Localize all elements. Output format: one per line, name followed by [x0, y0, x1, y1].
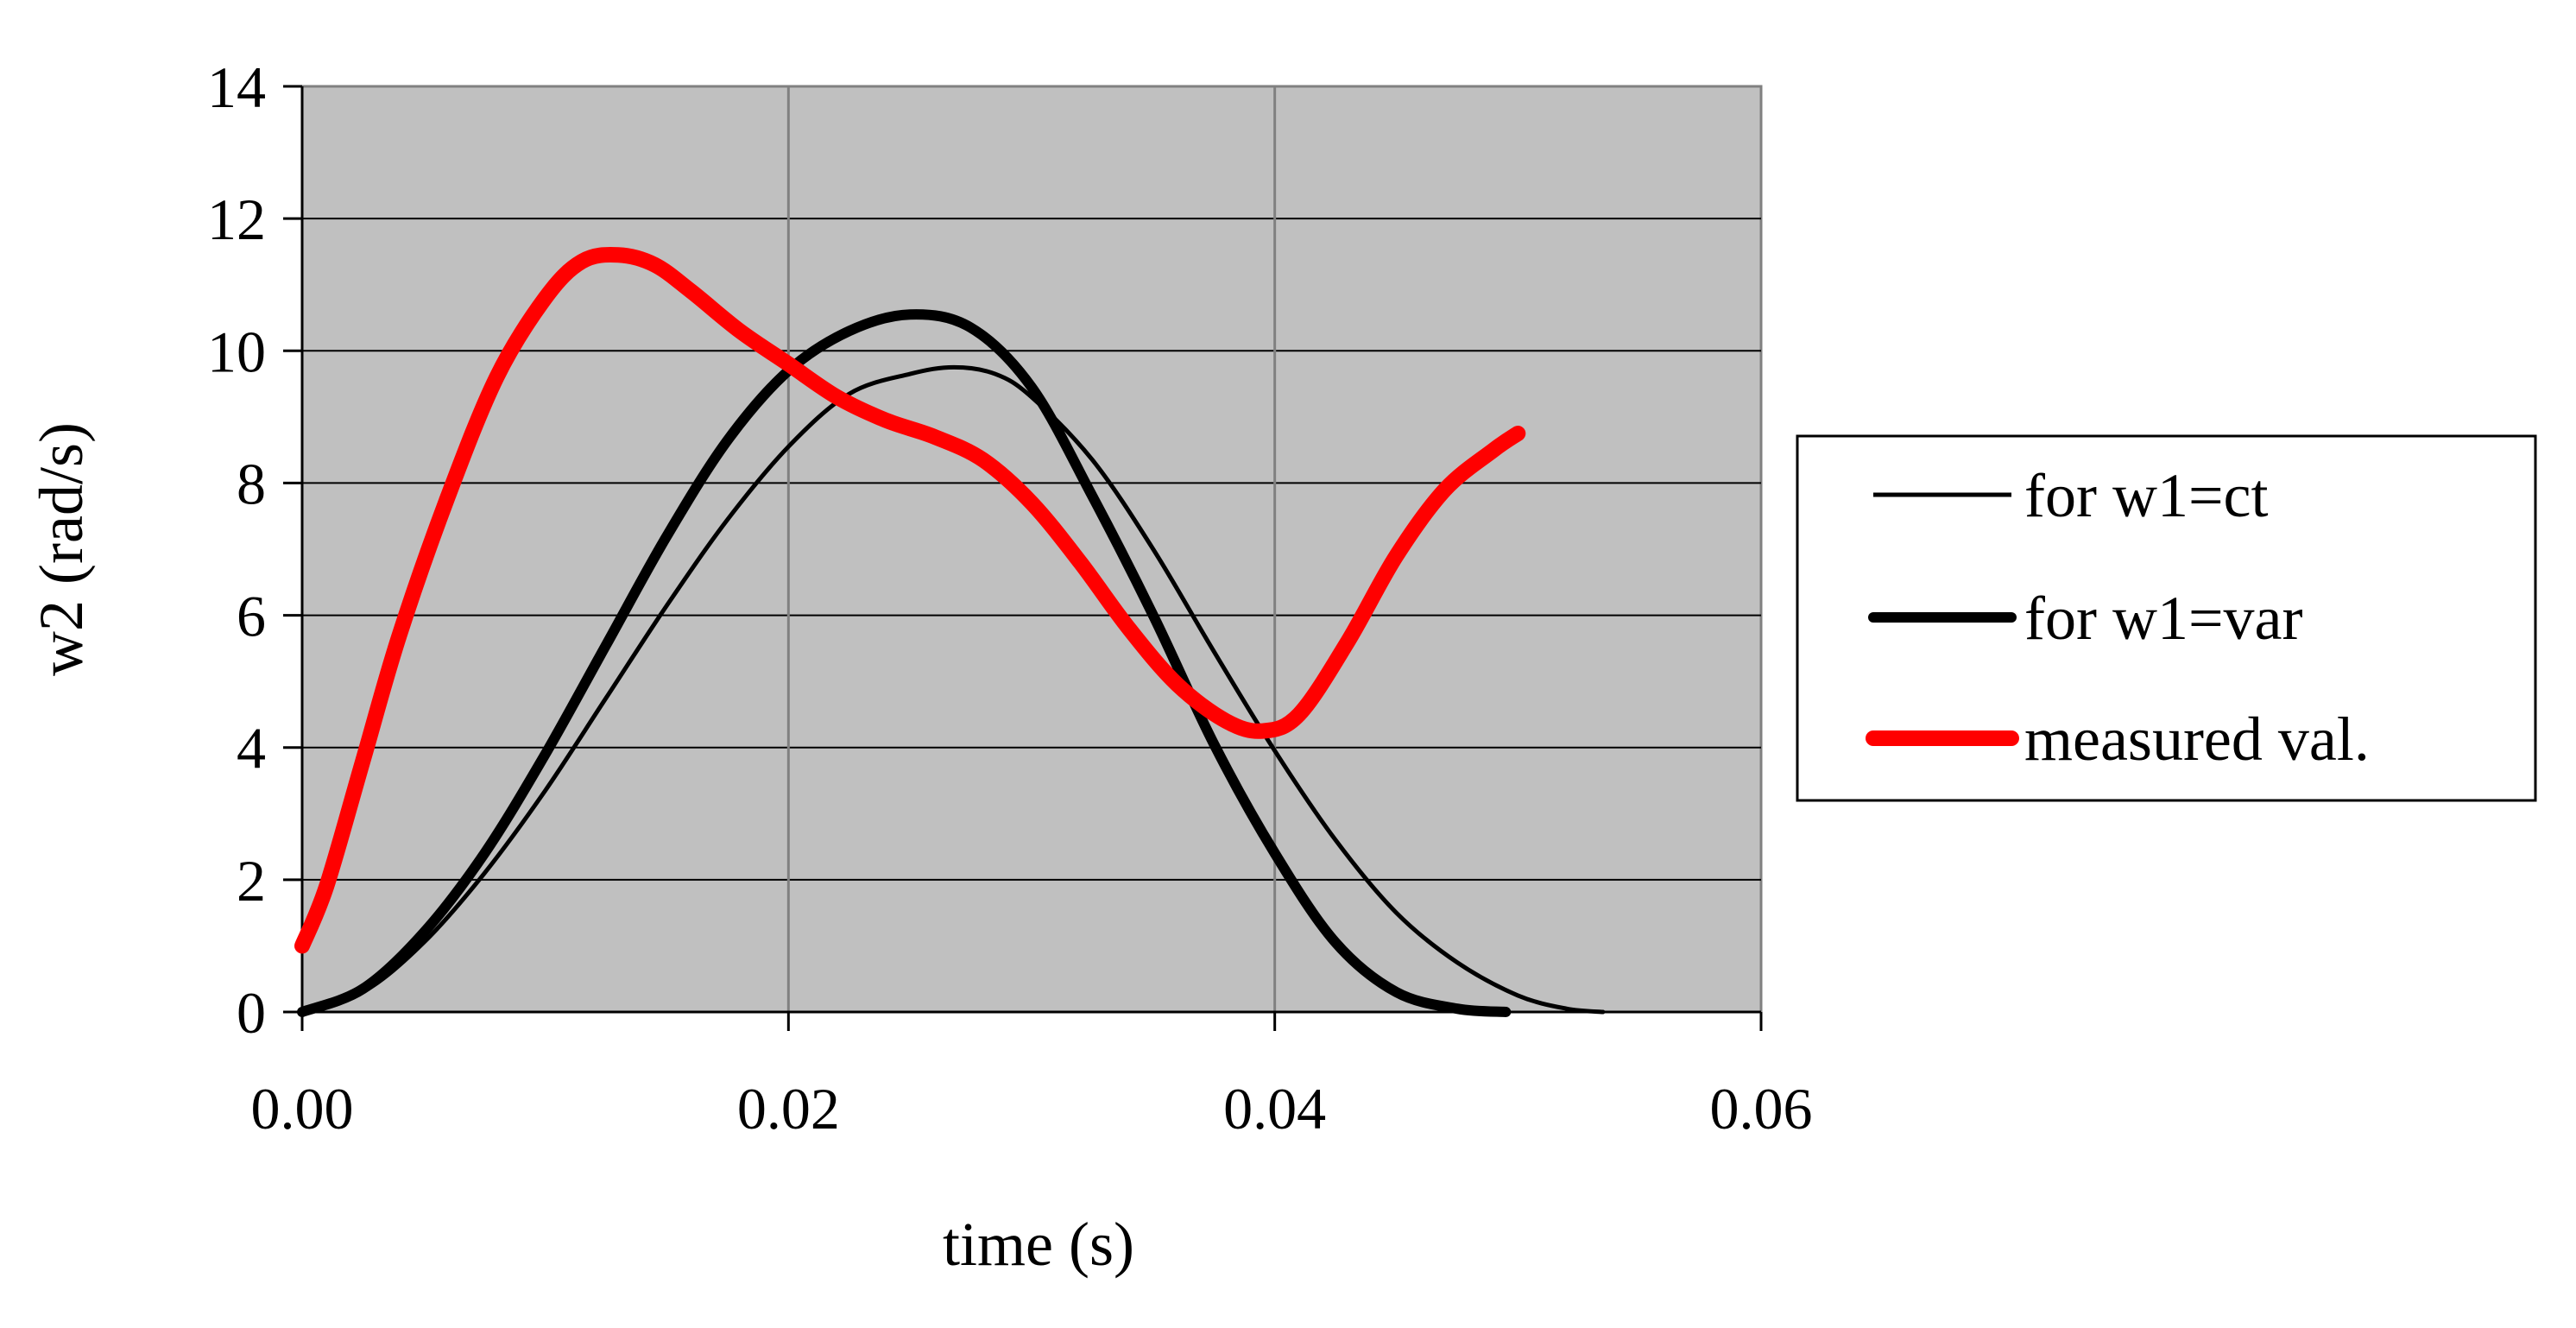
- y-tick-label: 12: [207, 187, 266, 252]
- y-tick-label: 6: [237, 584, 266, 649]
- series-line-w1-var: [297, 309, 1512, 1017]
- y-tick-label: 2: [237, 848, 266, 914]
- series-lines: [294, 247, 1606, 1017]
- series-line-w1-ct: [300, 364, 1606, 1015]
- x-tick-label: 0.04: [1223, 1076, 1326, 1141]
- x-tick-label: 0.06: [1710, 1076, 1813, 1141]
- legend-label-ct: for w1=ct: [2024, 461, 2269, 530]
- legend: for w1=ct for w1=var measured val.: [1796, 434, 2537, 802]
- plot-area: [300, 85, 1763, 1014]
- axes: [300, 86, 1761, 1014]
- series-line-measured: [294, 247, 1526, 954]
- axis-ticks: 0 2 4 6 8 10 12 14 0.00 0.02 0.04 0.06: [207, 54, 1813, 1141]
- y-tick-label: 8: [237, 451, 266, 516]
- x-axis-title: time (s): [943, 1210, 1134, 1279]
- legend-label-var: for w1=var: [2024, 584, 2303, 653]
- y-tick-label: 4: [237, 716, 266, 781]
- x-tick-label: 0.00: [251, 1076, 354, 1141]
- y-tick-label: 10: [207, 319, 266, 384]
- y-tick-label: 0: [237, 980, 266, 1046]
- x-tick-label: 0.02: [737, 1076, 840, 1141]
- y-tick-label: 14: [207, 54, 266, 120]
- y-axis-title: w2 (rad/s): [27, 422, 96, 676]
- legend-label-measured: measured val.: [2024, 705, 2370, 774]
